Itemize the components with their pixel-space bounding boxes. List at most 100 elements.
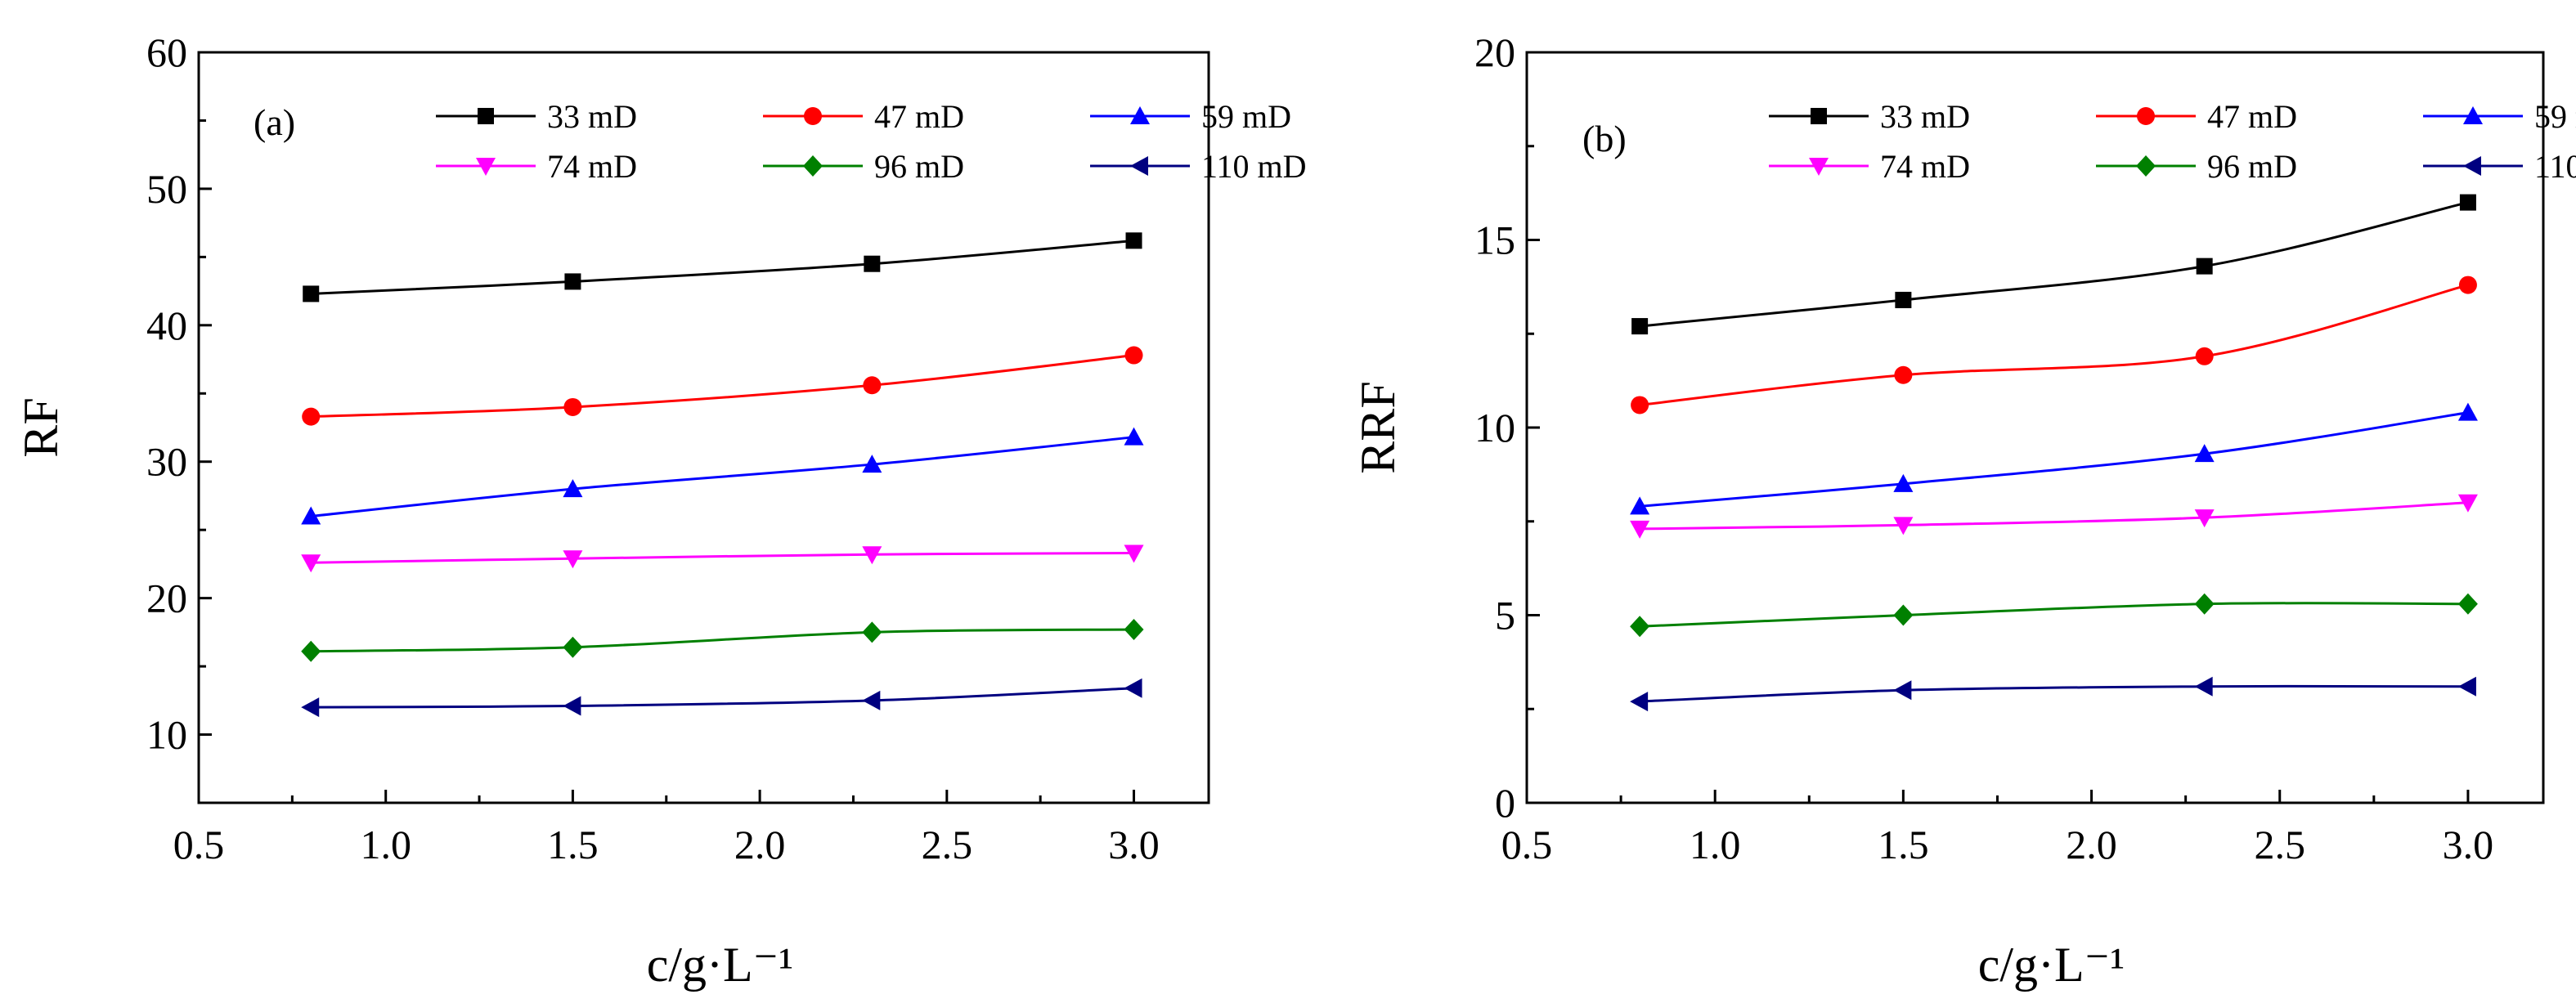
series-line (311, 239, 1134, 295)
plot-frame (1525, 51, 2545, 804)
legend-entry: 96 mD (2096, 148, 2297, 185)
series-47-md (1631, 276, 2477, 414)
data-point (2195, 347, 2214, 365)
y-tick-label: 40 (146, 302, 187, 348)
legend-marker (804, 107, 822, 125)
data-point (563, 696, 581, 716)
y-axis: 0 5 10 15 20 (1474, 29, 1540, 826)
series-33-md (1631, 194, 2476, 335)
data-point (2459, 194, 2476, 211)
data-point (302, 407, 321, 426)
legend-label: 59 mD (2534, 98, 2576, 135)
data-point (1124, 678, 1142, 698)
x-axis-title: c/g·L⁻¹ (1978, 938, 2125, 992)
legend-marker (1130, 156, 1148, 176)
y-tick-label: 50 (146, 166, 187, 212)
x-tick-label: 1.5 (1878, 822, 1929, 867)
data-point (864, 255, 881, 272)
legend-label: 110 mD (2534, 148, 2576, 185)
x-tick-label: 1.0 (1690, 822, 1741, 867)
series-line (311, 687, 1134, 709)
data-point (2457, 494, 2478, 513)
data-point (563, 550, 583, 569)
data-point (1124, 427, 1144, 446)
legend-label: 33 mD (547, 98, 637, 135)
legend-label: 74 mD (1880, 148, 1970, 185)
legend-label: 96 mD (874, 148, 964, 185)
x-tick-label: 0.5 (1501, 822, 1553, 867)
legend-label: 96 mD (2207, 148, 2297, 185)
data-point (1895, 291, 1912, 308)
series-line (311, 628, 1134, 653)
data-point (2457, 676, 2476, 697)
legend-marker (2463, 106, 2483, 124)
data-point (863, 376, 882, 395)
series-line (311, 436, 1134, 517)
data-point (1630, 616, 1650, 638)
chart-panel-a: 0.5 1.0 1.5 2.0 2.5 3.0 10 20 30 40 50 60 c/g·L⁻¹ RF (… (14, 29, 1307, 992)
legend-marker (2136, 155, 2156, 177)
legend-label: 47 mD (2207, 98, 2297, 135)
series-line (1640, 602, 2468, 628)
x-axis: 0.5 1.0 1.5 2.0 2.5 3.0 (1501, 790, 2493, 867)
data-point (2196, 258, 2213, 275)
legend-entry: 59 mD (2423, 98, 2576, 135)
data-point (2457, 402, 2478, 421)
panel-label: (b) (1582, 118, 1627, 159)
y-tick-label: 15 (1474, 217, 1515, 263)
data-point (2194, 676, 2213, 697)
series-110-md (301, 678, 1142, 718)
legend-label: 47 mD (874, 98, 964, 135)
series-47-md (302, 346, 1143, 426)
legend-marker (478, 108, 494, 124)
legend-marker (1130, 106, 1150, 124)
series-74-md (1630, 494, 2478, 539)
legend-entry: 33 mD (436, 98, 637, 135)
data-point (1893, 517, 1914, 535)
data-point (2194, 444, 2215, 463)
data-point (1893, 680, 1912, 701)
data-point (1893, 473, 1914, 492)
data-point (862, 546, 882, 565)
x-axis: 0.5 1.0 1.5 2.0 2.5 3.0 (173, 790, 1160, 867)
y-tick-label: 10 (1474, 405, 1515, 450)
legend-entry: 96 mD (763, 148, 964, 185)
data-point (1125, 232, 1142, 249)
series-line (1639, 411, 2469, 508)
data-point (301, 697, 320, 718)
y-axis-title: RF (14, 397, 68, 457)
data-point (1631, 318, 1649, 335)
series-line (1640, 501, 2469, 531)
series-110-md (1630, 676, 2476, 712)
legend-label: 74 mD (547, 148, 637, 185)
data-point (564, 273, 581, 290)
panel-label: (a) (254, 101, 295, 143)
data-point (301, 554, 321, 573)
plot-frame (197, 51, 1210, 804)
data-point (2194, 593, 2215, 615)
data-point (1894, 365, 1913, 384)
x-tick-label: 1.5 (547, 822, 599, 867)
legend-label: 33 mD (1880, 98, 1970, 135)
series-96-md (301, 619, 1144, 662)
data-point (563, 636, 583, 658)
x-tick-label: 3.0 (1108, 822, 1160, 867)
x-tick-label: 0.5 (173, 822, 225, 867)
data-point (862, 621, 882, 643)
legend-entry: 33 mD (1769, 98, 1970, 135)
x-tick-label: 2.5 (922, 822, 973, 867)
series-33-md (303, 232, 1142, 302)
legend-marker (803, 155, 823, 177)
series-line (1639, 201, 2469, 328)
data-point (862, 455, 882, 473)
y-axis: 10 20 30 40 50 60 (146, 29, 212, 758)
legend-marker (1809, 158, 1829, 176)
legend-marker (2137, 107, 2155, 125)
data-point (1630, 520, 1650, 539)
chart-panel-b: 0.5 1.0 1.5 2.0 2.5 3.0 0 5 10 15 20 c/g·L⁻¹ RRF (b) 3… (1351, 29, 2576, 992)
series-96-md (1630, 593, 2478, 638)
data-point (1124, 619, 1144, 641)
y-tick-label: 20 (146, 576, 187, 621)
data-point (563, 397, 582, 416)
